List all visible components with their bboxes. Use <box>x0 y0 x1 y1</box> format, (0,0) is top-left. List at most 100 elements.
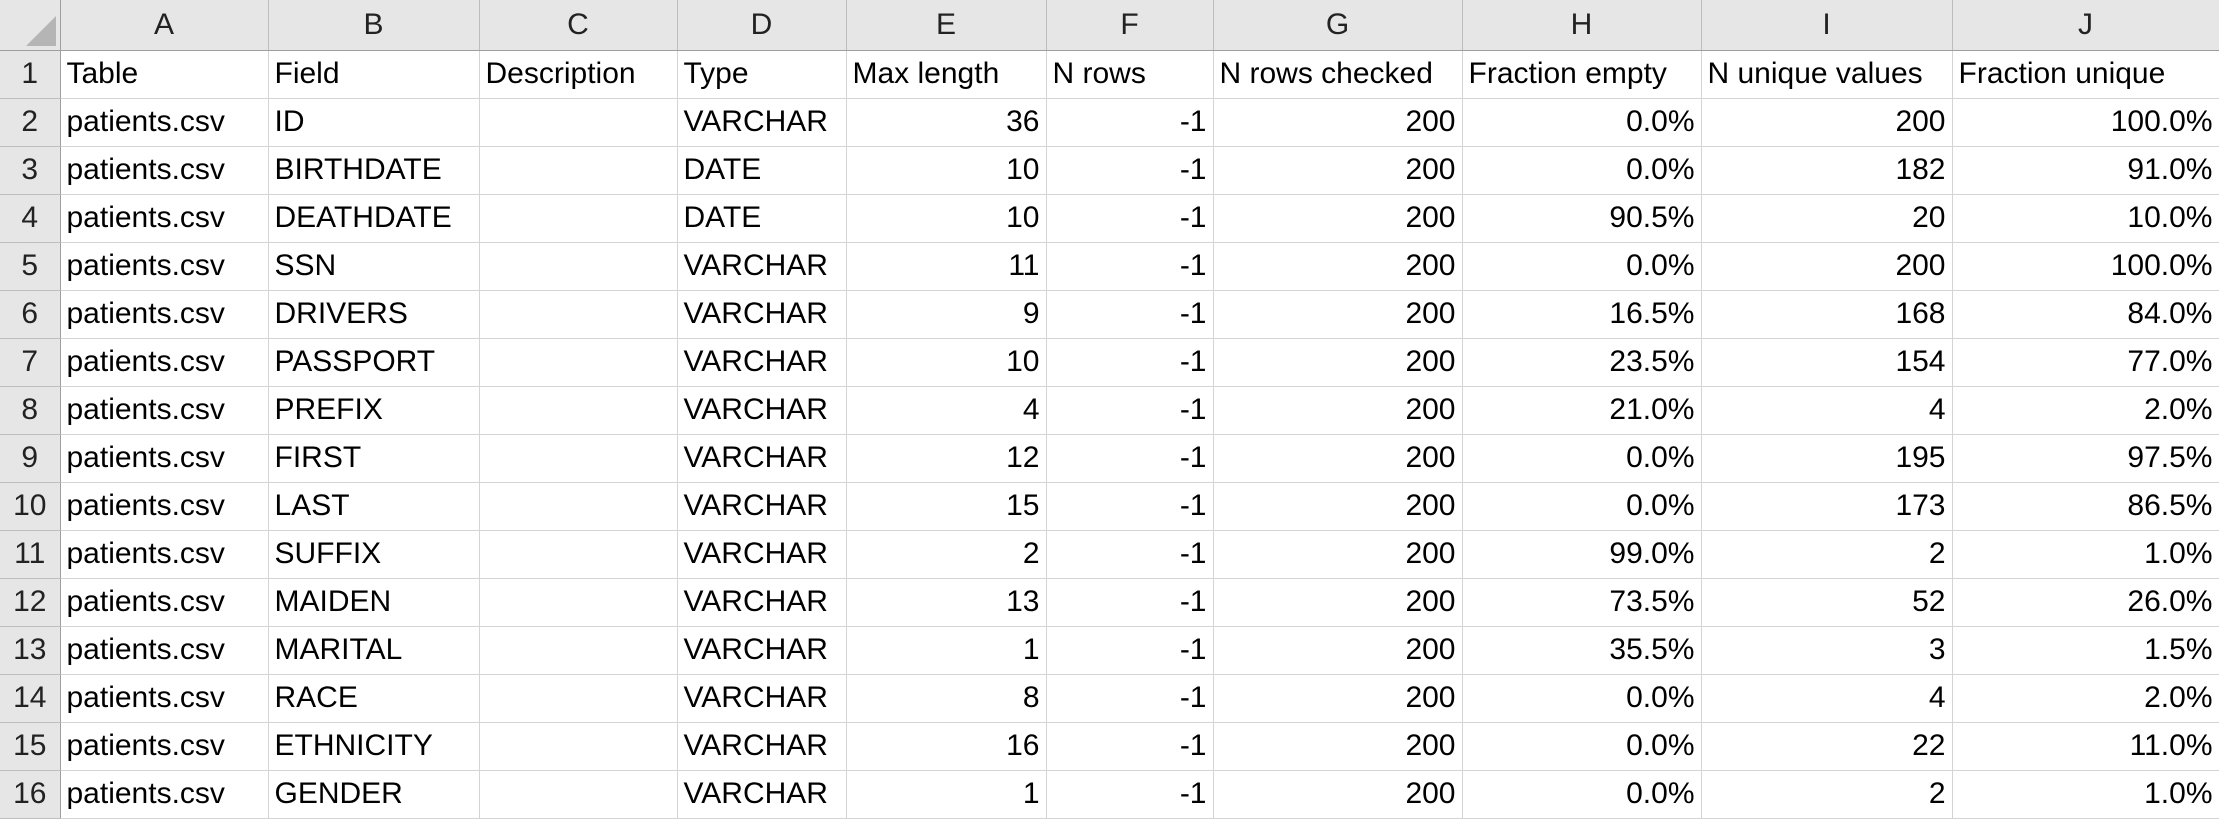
cell[interactable]: 10 <box>846 146 1047 195</box>
cell[interactable]: 11 <box>846 242 1047 291</box>
cell[interactable]: 2 <box>1701 770 1953 819</box>
cell[interactable] <box>479 482 678 531</box>
cell[interactable]: 200 <box>1213 290 1463 339</box>
cell[interactable]: -1 <box>1046 194 1214 243</box>
cell[interactable] <box>479 242 678 291</box>
cell[interactable]: 0.0% <box>1462 770 1702 819</box>
cell[interactable]: 0.0% <box>1462 434 1702 483</box>
cell[interactable]: 2 <box>1701 530 1953 579</box>
cell[interactable]: 84.0% <box>1952 290 2219 339</box>
cell[interactable] <box>479 146 678 195</box>
cell[interactable]: -1 <box>1046 146 1214 195</box>
cell[interactable]: 200 <box>1213 98 1463 147</box>
cell[interactable]: 3 <box>1701 626 1953 675</box>
row-header[interactable]: 2 <box>0 98 61 147</box>
cell[interactable]: 4 <box>1701 674 1953 723</box>
row-header[interactable]: 16 <box>0 770 61 819</box>
cell[interactable]: patients.csv <box>60 290 269 339</box>
cell[interactable]: 10.0% <box>1952 194 2219 243</box>
cell[interactable]: 99.0% <box>1462 530 1702 579</box>
cell[interactable]: MARITAL <box>268 626 480 675</box>
cell[interactable]: 22 <box>1701 722 1953 771</box>
cell[interactable]: Fraction unique <box>1952 50 2219 99</box>
cell[interactable]: SUFFIX <box>268 530 480 579</box>
cell[interactable]: VARCHAR <box>677 386 847 435</box>
cell[interactable]: RACE <box>268 674 480 723</box>
cell[interactable]: patients.csv <box>60 578 269 627</box>
cell[interactable]: Fraction empty <box>1462 50 1702 99</box>
cell[interactable]: 10 <box>846 338 1047 387</box>
cell[interactable]: -1 <box>1046 386 1214 435</box>
cell[interactable]: PASSPORT <box>268 338 480 387</box>
cell[interactable] <box>479 338 678 387</box>
cell[interactable]: 200 <box>1213 770 1463 819</box>
cell[interactable]: 200 <box>1213 530 1463 579</box>
cell[interactable]: VARCHAR <box>677 98 847 147</box>
cell[interactable]: 2 <box>846 530 1047 579</box>
cell[interactable]: LAST <box>268 482 480 531</box>
cell[interactable]: GENDER <box>268 770 480 819</box>
cell[interactable]: 200 <box>1213 578 1463 627</box>
cell[interactable]: Description <box>479 50 678 99</box>
cell[interactable]: 195 <box>1701 434 1953 483</box>
cell[interactable]: VARCHAR <box>677 530 847 579</box>
cell[interactable]: 23.5% <box>1462 338 1702 387</box>
cell[interactable]: patients.csv <box>60 146 269 195</box>
select-all-corner[interactable] <box>0 0 61 51</box>
cell[interactable]: 8 <box>846 674 1047 723</box>
column-header-f[interactable]: F <box>1046 0 1214 51</box>
cell[interactable]: 1 <box>846 770 1047 819</box>
cell[interactable] <box>479 722 678 771</box>
cell[interactable]: 0.0% <box>1462 146 1702 195</box>
cell[interactable]: 200 <box>1213 194 1463 243</box>
cell[interactable] <box>479 770 678 819</box>
cell[interactable]: -1 <box>1046 626 1214 675</box>
cell[interactable]: DATE <box>677 146 847 195</box>
cell[interactable]: -1 <box>1046 530 1214 579</box>
cell[interactable]: 0.0% <box>1462 242 1702 291</box>
column-header-a[interactable]: A <box>60 0 269 51</box>
cell[interactable] <box>479 290 678 339</box>
row-header[interactable]: 6 <box>0 290 61 339</box>
row-header[interactable]: 8 <box>0 386 61 435</box>
cell[interactable]: 16.5% <box>1462 290 1702 339</box>
cell[interactable]: VARCHAR <box>677 290 847 339</box>
cell[interactable]: 182 <box>1701 146 1953 195</box>
cell[interactable]: 0.0% <box>1462 722 1702 771</box>
cell[interactable]: 200 <box>1701 98 1953 147</box>
column-header-h[interactable]: H <box>1462 0 1702 51</box>
row-header[interactable]: 4 <box>0 194 61 243</box>
cell[interactable]: 200 <box>1213 722 1463 771</box>
cell[interactable]: DEATHDATE <box>268 194 480 243</box>
cell[interactable]: -1 <box>1046 338 1214 387</box>
cell[interactable]: SSN <box>268 242 480 291</box>
cell[interactable] <box>479 674 678 723</box>
cell[interactable]: -1 <box>1046 578 1214 627</box>
cell[interactable] <box>479 194 678 243</box>
cell[interactable]: 200 <box>1701 242 1953 291</box>
cell[interactable] <box>479 626 678 675</box>
cell[interactable]: patients.csv <box>60 98 269 147</box>
cell[interactable]: patients.csv <box>60 722 269 771</box>
cell[interactable]: ID <box>268 98 480 147</box>
cell[interactable]: patients.csv <box>60 386 269 435</box>
cell[interactable]: 200 <box>1213 626 1463 675</box>
cell[interactable]: -1 <box>1046 722 1214 771</box>
cell[interactable]: 173 <box>1701 482 1953 531</box>
cell[interactable]: -1 <box>1046 290 1214 339</box>
cell[interactable]: 10 <box>846 194 1047 243</box>
cell[interactable]: 13 <box>846 578 1047 627</box>
cell[interactable]: 21.0% <box>1462 386 1702 435</box>
cell[interactable]: 1 <box>846 626 1047 675</box>
cell[interactable]: patients.csv <box>60 674 269 723</box>
cell[interactable]: 1.0% <box>1952 530 2219 579</box>
column-header-i[interactable]: I <box>1701 0 1953 51</box>
column-header-c[interactable]: C <box>479 0 678 51</box>
cell[interactable]: VARCHAR <box>677 482 847 531</box>
cell[interactable]: -1 <box>1046 98 1214 147</box>
cell[interactable]: N rows checked <box>1213 50 1463 99</box>
cell[interactable]: VARCHAR <box>677 434 847 483</box>
cell[interactable]: 1.0% <box>1952 770 2219 819</box>
cell[interactable]: VARCHAR <box>677 338 847 387</box>
